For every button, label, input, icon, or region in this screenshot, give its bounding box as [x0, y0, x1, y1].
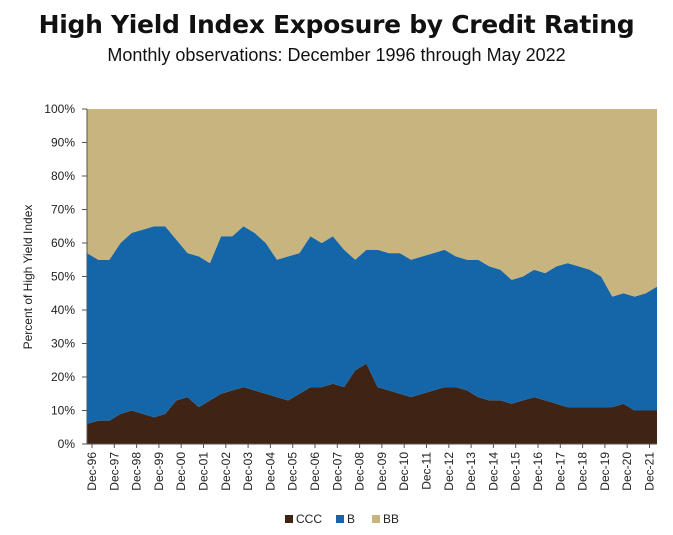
legend-label-b: B: [347, 512, 355, 526]
x-tick-label: Dec-10: [397, 452, 411, 491]
x-tick-label: Dec-21: [643, 452, 657, 491]
y-tick-label: 50%: [51, 270, 75, 284]
chart-subtitle: Monthly observations: December 1996 thro…: [107, 45, 566, 65]
area-series-ccc: [87, 363, 657, 444]
x-tick-label: Dec-99: [152, 452, 166, 491]
legend-swatch-bb: [372, 515, 380, 523]
y-tick-label: 40%: [51, 303, 75, 317]
legend-swatch-b: [336, 515, 344, 523]
legend-swatch-ccc: [285, 515, 293, 523]
chart-title: High Yield Index Exposure by Credit Rati…: [38, 10, 635, 39]
area-series-bb: [87, 109, 657, 297]
x-tick-label: Dec-07: [330, 452, 344, 491]
y-tick-label: 30%: [51, 337, 75, 351]
area-series-b: [87, 226, 657, 424]
x-tick-label: Dec-09: [375, 452, 389, 491]
x-tick-label: Dec-18: [576, 452, 590, 491]
x-tick-label: Dec-06: [308, 452, 322, 491]
y-axis-label: Percent of High Yield Index: [21, 205, 35, 350]
x-tick-label: Dec-14: [486, 452, 500, 491]
x-tick-label: Dec-19: [598, 452, 612, 491]
x-tick-label: Dec-11: [420, 452, 434, 490]
x-tick-label: Dec-97: [107, 452, 121, 491]
y-tick-label: 60%: [51, 236, 75, 250]
x-tick-label: Dec-98: [130, 452, 144, 491]
x-tick-label: Dec-03: [241, 452, 255, 491]
x-tick-label: Dec-01: [197, 452, 211, 491]
x-tick-label: Dec-20: [620, 452, 634, 491]
y-tick-label: 20%: [51, 370, 75, 384]
y-tick-label: 100%: [44, 102, 75, 116]
legend-label-ccc: CCC: [296, 512, 322, 526]
x-tick-label: Dec-08: [353, 452, 367, 491]
x-tick-label: Dec-12: [442, 452, 456, 491]
y-tick-label: 90%: [51, 136, 75, 150]
x-tick-label: Dec-16: [531, 452, 545, 491]
legend-label-bb: BB: [383, 512, 399, 526]
y-tick-label: 0%: [58, 437, 76, 451]
x-tick-label: Dec-96: [85, 452, 99, 491]
x-tick-label: Dec-05: [286, 452, 300, 491]
x-tick-label: Dec-13: [464, 452, 478, 491]
y-tick-label: 10%: [51, 404, 75, 418]
y-tick-label: 70%: [51, 203, 75, 217]
x-tick-label: Dec-02: [219, 452, 233, 491]
x-tick-label: Dec-15: [509, 452, 523, 491]
x-tick-label: Dec-00: [174, 452, 188, 491]
x-tick-label: Dec-17: [553, 452, 567, 491]
x-tick-label: Dec-04: [263, 452, 277, 491]
y-tick-label: 80%: [51, 169, 75, 183]
